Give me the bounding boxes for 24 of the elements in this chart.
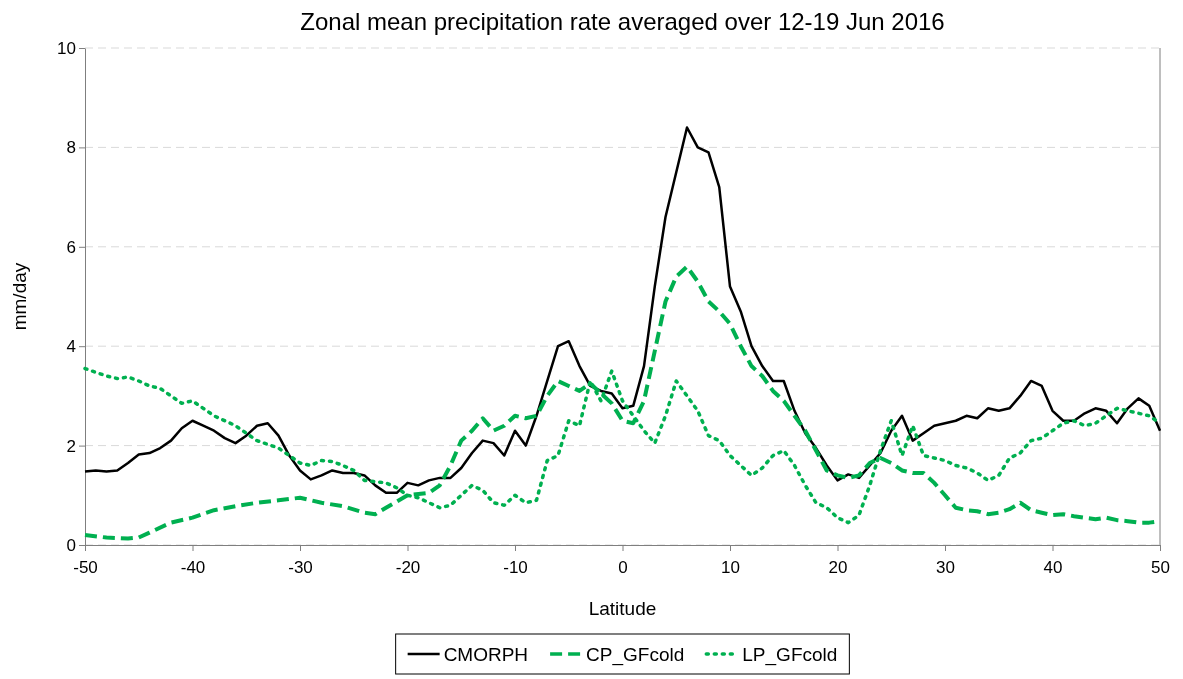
legend-label: CMORPH bbox=[443, 644, 529, 665]
y-tick-label: 10 bbox=[57, 38, 76, 58]
y-tick-label: 0 bbox=[66, 535, 76, 555]
x-tick-label: -20 bbox=[395, 557, 421, 577]
x-tick-label: 40 bbox=[1043, 557, 1063, 577]
x-tick-label: -30 bbox=[288, 557, 313, 577]
legend-label: CP_GFcold bbox=[586, 644, 685, 666]
x-tick-label: -40 bbox=[180, 557, 206, 577]
x-tick-label: 50 bbox=[1151, 557, 1170, 577]
y-axis-title: mm/day bbox=[9, 262, 30, 331]
y-tick-label: 6 bbox=[66, 237, 76, 257]
line-series bbox=[83, 126, 1162, 495]
y-tick-label: 2 bbox=[66, 436, 76, 456]
x-axis-title: Latitude bbox=[588, 598, 657, 619]
x-tick-label: 30 bbox=[936, 557, 955, 577]
legend-label: LP_GFcold bbox=[742, 644, 838, 666]
x-tick-label: -50 bbox=[73, 557, 98, 577]
x-tick-label: 20 bbox=[828, 557, 848, 577]
x-tick-label: 0 bbox=[618, 557, 628, 577]
x-tick-label: 10 bbox=[721, 557, 740, 577]
x-tick-label: -10 bbox=[503, 557, 528, 577]
y-tick-label: 4 bbox=[66, 337, 76, 357]
y-tick-label: 8 bbox=[66, 138, 76, 158]
chart-title: Zonal mean precipitation rate averaged over 12-19 Jun 2016 bbox=[300, 8, 945, 35]
